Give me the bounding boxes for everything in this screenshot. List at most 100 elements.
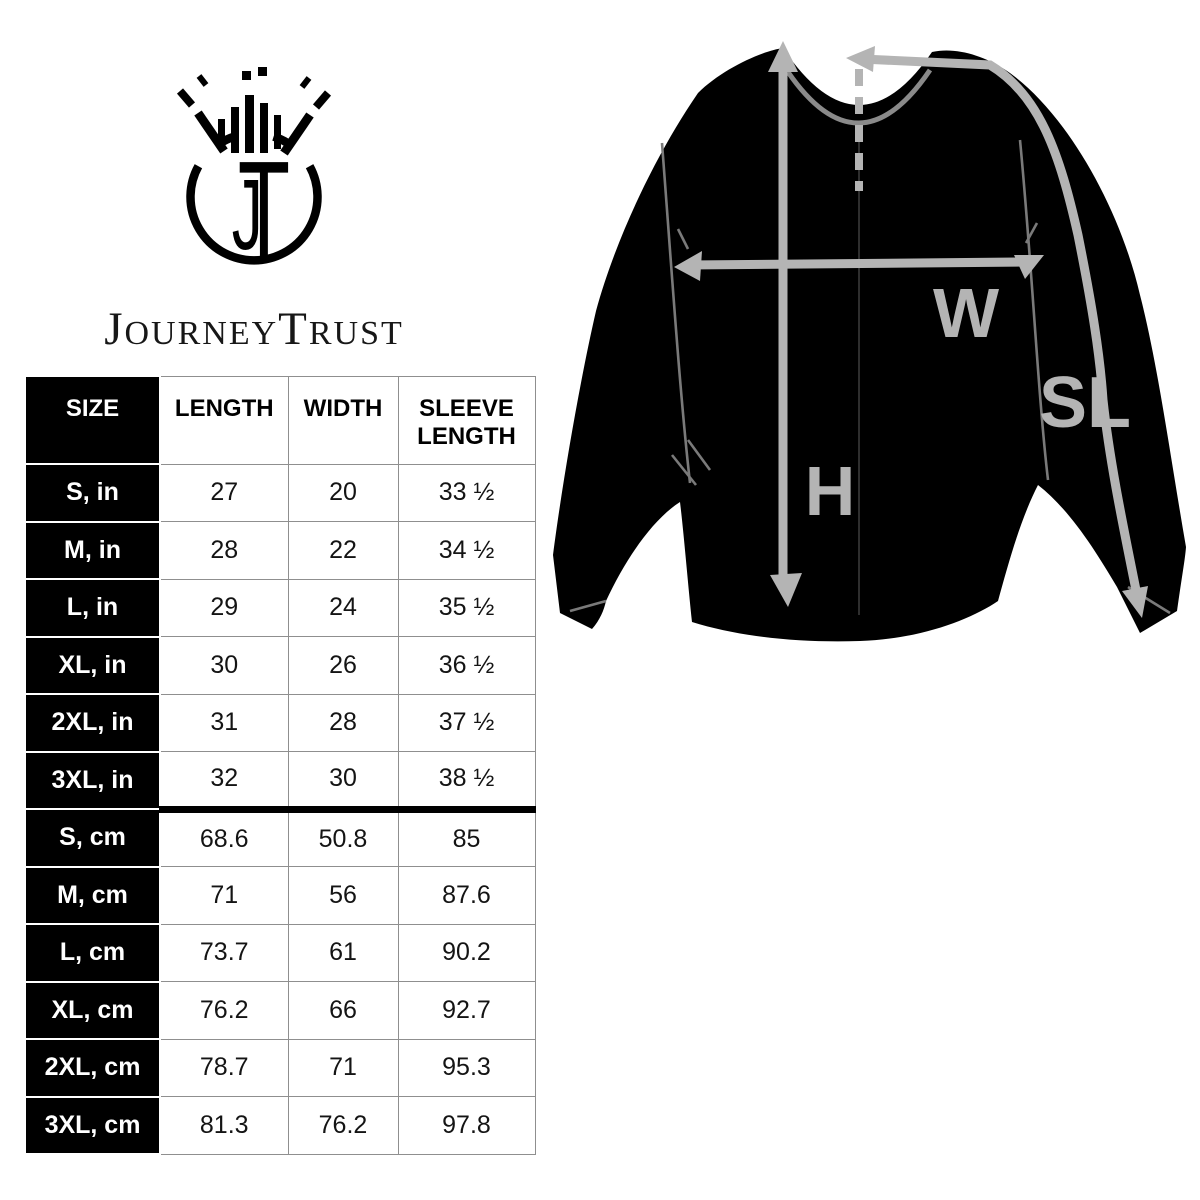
table-row: XL, cm 76.2 66 92.7 <box>24 980 536 1040</box>
size-label-cell: 3XL, cm <box>24 1095 161 1155</box>
size-chart-header: SIZE LENGTH WIDTH SLEEVE LENGTH <box>24 375 536 465</box>
measurement-cell: 28 <box>159 521 289 580</box>
measurement-cell: 22 <box>287 521 399 580</box>
sleeve-arrow-start <box>846 46 875 72</box>
measurement-cell: 34 ½ <box>397 521 536 580</box>
measurement-cell: 73.7 <box>159 923 289 982</box>
table-row: L, in 29 24 35 ½ <box>24 578 536 638</box>
size-label-cell: XL, cm <box>24 980 161 1040</box>
measurement-cell: 26 <box>287 636 399 695</box>
height-arrow-bottom <box>770 573 802 607</box>
measurement-cell: 95.3 <box>397 1038 536 1097</box>
sleeve-measure-line <box>861 54 1143 601</box>
table-row: M, cm 71 56 87.6 <box>24 865 536 925</box>
column-header-width: WIDTH <box>287 375 399 465</box>
wordmark-text: OURNEY <box>124 315 279 352</box>
width-measure-line <box>687 257 1025 270</box>
table-row: L, cm 73.7 61 90.2 <box>24 923 536 983</box>
measurement-cell: 28 <box>287 693 399 752</box>
measurement-cell: 85 <box>397 805 536 867</box>
size-label-cell: 2XL, cm <box>24 1038 161 1098</box>
table-row: 3XL, in 32 30 38 ½ <box>24 750 536 810</box>
measurement-cell: 97.8 <box>397 1096 536 1155</box>
measurement-cell: 76.2 <box>287 1096 399 1155</box>
left-seam-tick <box>676 228 690 250</box>
measurement-cell: 50.8 <box>287 805 399 867</box>
size-label-cell: M, cm <box>24 865 161 925</box>
size-label-cell: S, cm <box>24 808 161 868</box>
measurement-cell: 24 <box>287 578 399 637</box>
left-armpit-tick <box>670 454 698 486</box>
width-label: W <box>933 274 999 352</box>
size-label-cell: 2XL, in <box>24 693 161 753</box>
measurement-cell: 29 <box>159 578 289 637</box>
measurement-cell: 35 ½ <box>397 578 536 637</box>
right-seam-tick <box>1024 222 1039 244</box>
measurement-cell: 81.3 <box>159 1096 289 1155</box>
sleeve-label: SL <box>1039 363 1131 443</box>
sweatshirt-diagram-icon: W H SL <box>553 41 1186 642</box>
measurement-cell: 71 <box>287 1038 399 1097</box>
brand-wordmark: JOURNEYTRUST <box>74 306 434 353</box>
width-arrow-left <box>674 251 702 281</box>
collar-seam <box>785 68 933 126</box>
measurement-cell: 31 <box>159 693 289 752</box>
size-label-cell: M, in <box>24 520 161 580</box>
sleeve-arrow-end <box>1122 586 1148 618</box>
size-label-cell: S, in <box>24 463 161 523</box>
table-row: S, cm 68.6 50.8 85 <box>24 805 536 868</box>
height-label: H <box>805 452 856 530</box>
right-body-seam <box>1018 139 1050 481</box>
measurement-cell: 32 <box>159 751 289 810</box>
column-header-size: SIZE <box>24 375 161 465</box>
measurement-cell: 61 <box>287 923 399 982</box>
height-arrow-top <box>768 41 798 72</box>
jt-monogram-icon: J T <box>176 67 332 287</box>
column-header-sleeve-length: SLEEVE LENGTH <box>397 375 536 465</box>
size-label-cell: L, cm <box>24 923 161 983</box>
measurement-cell: 90.2 <box>397 923 536 982</box>
measurement-cell: 27 <box>159 463 289 522</box>
measure-lines <box>687 54 1143 601</box>
left-body-seam <box>660 142 692 484</box>
left-armpit-tick2 <box>686 439 712 471</box>
wordmark-initial: J <box>104 303 125 355</box>
column-header-length: LENGTH <box>159 375 289 465</box>
garment-diagram: W H SL <box>540 15 1200 670</box>
table-row: 3XL, cm 81.3 76.2 97.8 <box>24 1095 536 1155</box>
table-row: 2XL, cm 78.7 71 95.3 <box>24 1038 536 1098</box>
monogram-letter-j: J <box>232 159 263 271</box>
measurement-cell: 30 <box>159 636 289 695</box>
measurement-cell: 36 ½ <box>397 636 536 695</box>
size-label-cell: L, in <box>24 578 161 638</box>
table-row: 2XL, in 31 28 37 ½ <box>24 693 536 753</box>
left-cuff-seam <box>569 599 607 613</box>
measurement-cell: 71 <box>159 866 289 925</box>
measurement-cell: 76.2 <box>159 981 289 1040</box>
header-row: SIZE LENGTH WIDTH SLEEVE LENGTH <box>24 375 536 465</box>
measurement-cell: 33 ½ <box>397 463 536 522</box>
size-chart-table: SIZE LENGTH WIDTH SLEEVE LENGTH S, in 27 2… <box>24 375 536 1155</box>
width-arrow-right <box>1014 255 1044 279</box>
seam-lines <box>569 68 1171 615</box>
size-label-cell: XL, in <box>24 635 161 695</box>
measurement-cell: 38 ½ <box>397 751 536 810</box>
measure-letters: W H SL <box>805 274 1131 530</box>
measurement-cell: 56 <box>287 866 399 925</box>
measurement-cell: 87.6 <box>397 866 536 925</box>
sweatshirt-silhouette <box>553 48 1186 642</box>
measurement-cell: 30 <box>287 751 399 810</box>
wordmark-initial: T <box>278 303 309 355</box>
measurement-cell: 78.7 <box>159 1038 289 1097</box>
monogram-circle <box>186 132 322 265</box>
measurement-cell: 92.7 <box>397 981 536 1040</box>
measure-arrowheads <box>674 41 1148 618</box>
measurement-cell: 66 <box>287 981 399 1040</box>
brand-logo: J T JOURNEYTRUST <box>74 50 434 353</box>
table-row: XL, in 30 26 36 ½ <box>24 635 536 695</box>
monogram-letters: J T <box>232 133 290 287</box>
measurement-cell: 20 <box>287 463 399 522</box>
monogram-letter-t: T <box>238 133 290 287</box>
